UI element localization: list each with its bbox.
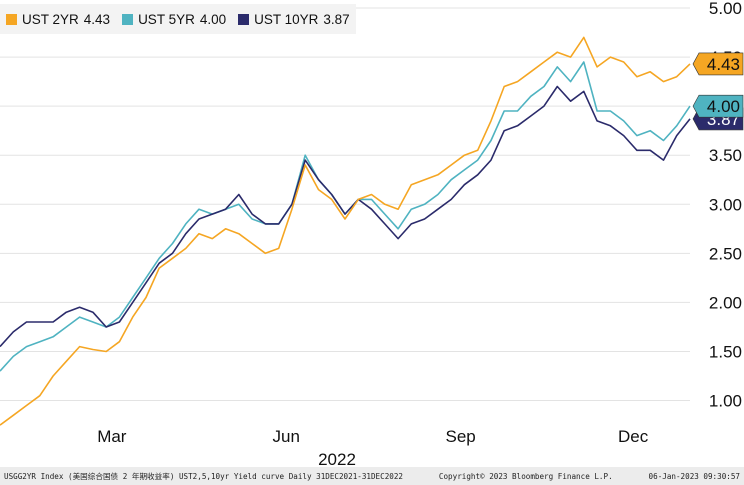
x-tick-label: Dec <box>618 427 649 446</box>
series-lines <box>0 36 691 426</box>
last-value-tag: 4.43 <box>692 52 744 76</box>
last-value-tags: 3.874.004.43 <box>692 52 744 131</box>
svg-text:4.00: 4.00 <box>707 97 740 116</box>
legend-swatch <box>238 13 250 25</box>
series-line <box>0 36 691 426</box>
grid-lines <box>0 7 690 402</box>
x-axis-label: 2022 <box>318 450 356 469</box>
footer-index: USGG2YR Index (美国综合国债 2 年期收益率) UST2,5,10… <box>4 471 403 481</box>
last-value-tag: 4.00 <box>692 94 744 118</box>
legend-value: 4.00 <box>199 11 227 27</box>
footer-timestamp: 06-Jan-2023 09:30:57 <box>648 471 740 481</box>
legend-swatch <box>122 13 134 25</box>
y-tick-label: 2.00 <box>709 293 742 312</box>
legend-swatch <box>6 13 17 25</box>
x-tick-label: Jun <box>273 427 300 446</box>
legend-item-2yr: UST 2YR 4.43 <box>6 12 110 27</box>
y-tick-label: 3.50 <box>709 146 742 165</box>
footer-copyright: Copyright© 2023 Bloomberg Finance L.P. <box>438 471 613 481</box>
legend-value: 3.87 <box>323 11 350 27</box>
x-axis-ticks: Mar Jun Sep Dec <box>97 427 649 446</box>
legend-item-10yr: UST 10YR 3.87 <box>238 12 350 27</box>
legend-label: UST 2YR <box>22 11 79 27</box>
y-tick-label: 1.00 <box>709 392 742 411</box>
svg-text:4.43: 4.43 <box>707 55 740 74</box>
legend: UST 2YR 4.43 UST 5YR 4.00 UST 10YR 3.87 <box>0 4 356 34</box>
x-tick-label: Mar <box>97 427 127 446</box>
series-line <box>0 85 691 348</box>
legend-item-5yr: UST 5YR 4.00 <box>122 12 226 27</box>
legend-value: 4.43 <box>83 11 111 27</box>
y-tick-label: 3.00 <box>709 195 742 214</box>
y-tick-label: 2.50 <box>709 244 742 263</box>
y-tick-label: 1.50 <box>709 342 742 361</box>
legend-label: UST 10YR <box>254 11 319 27</box>
y-tick-label: 5.00 <box>709 0 742 18</box>
legend-label: UST 5YR <box>138 11 195 27</box>
footer-bar: USGG2YR Index (美国综合国债 2 年期收益率) UST2,5,10… <box>0 467 744 485</box>
x-tick-label: Sep <box>446 427 476 446</box>
